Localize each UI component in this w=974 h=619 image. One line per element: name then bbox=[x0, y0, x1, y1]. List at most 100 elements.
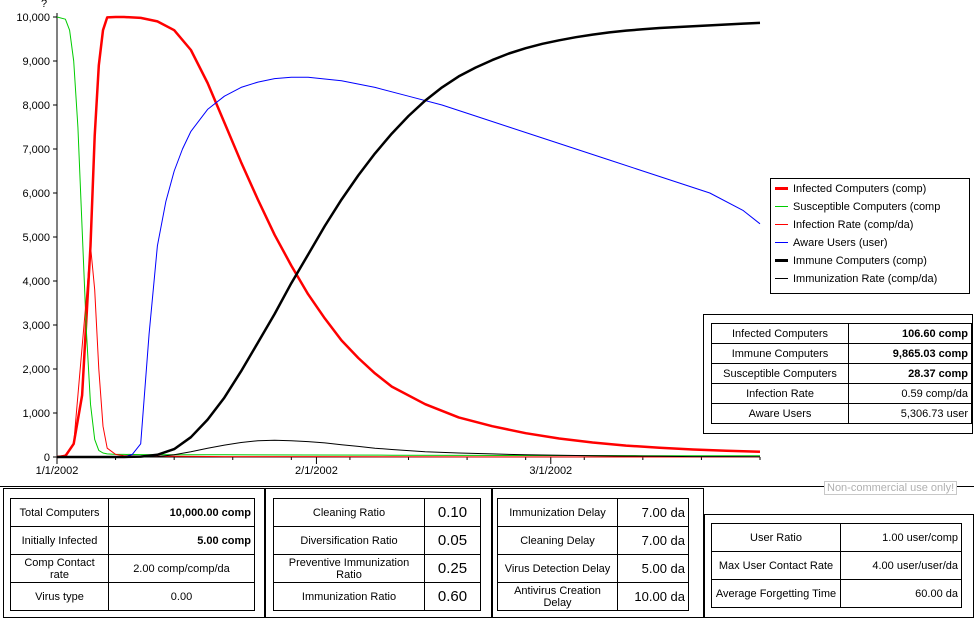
param-value: 0.60 bbox=[424, 582, 481, 611]
legend-label: Infection Rate (comp/da) bbox=[793, 218, 914, 231]
param-value: 0.59 comp/da bbox=[848, 383, 972, 404]
param-row: Cleaning Ratio 0.10 bbox=[273, 498, 481, 527]
computer-parameters-panel: Total Computers 10,000.00 comp Initially I… bbox=[3, 488, 265, 618]
legend-swatch bbox=[775, 187, 788, 190]
delay-parameters-panel: Immunization Delay 7.00 da Cleaning Delay 7… bbox=[491, 488, 704, 618]
y-unit-mark: ? bbox=[41, 0, 47, 10]
y-tick-label: 5,000 bbox=[22, 232, 50, 244]
stat-row: Susceptible Computers 28.37 comp bbox=[711, 363, 972, 384]
chart-divider bbox=[0, 486, 974, 487]
legend-label: Immunization Rate (comp/da) bbox=[793, 272, 938, 285]
computer-parameters-table: Total Computers 10,000.00 comp Initially I… bbox=[10, 498, 255, 611]
param-row: Antivirus Creation Delay 10.00 da bbox=[497, 582, 689, 611]
y-tick-label: 1,000 bbox=[22, 408, 50, 420]
y-tick-label: 10,000 bbox=[16, 12, 50, 24]
param-value: 0.25 bbox=[424, 554, 481, 583]
y-tick-label: 8,000 bbox=[22, 100, 50, 112]
y-tick-label: 7,000 bbox=[22, 144, 50, 156]
series-line-5 bbox=[57, 21, 761, 459]
param-label: User Ratio bbox=[711, 523, 841, 552]
param-value: 0.05 bbox=[424, 526, 481, 555]
ratio-parameters-panel: Cleaning Ratio 0.10 Diversification Ratio 0… bbox=[265, 488, 493, 618]
param-row: Immunization Ratio 0.60 bbox=[273, 582, 481, 611]
param-label: Cleaning Delay bbox=[497, 526, 618, 555]
param-row: Max User Contact Rate 4.00 user/user/da bbox=[711, 551, 962, 580]
param-value: 10,000.00 comp bbox=[108, 498, 255, 527]
param-label: Total Computers bbox=[10, 498, 109, 527]
param-value: 7.00 da bbox=[617, 526, 689, 555]
legend-label: Aware Users (user) bbox=[793, 236, 888, 249]
param-label: Immunization Delay bbox=[497, 498, 618, 527]
legend-entry: Immune Computers (comp) bbox=[771, 252, 969, 269]
y-tick-label: 6,000 bbox=[22, 188, 50, 200]
param-label: Virus Detection Delay bbox=[497, 554, 618, 583]
legend-swatch bbox=[775, 206, 788, 207]
param-value: 5,306.73 user bbox=[848, 403, 972, 424]
param-row: Preventive Immunization Ratio 0.25 bbox=[273, 554, 481, 583]
user-parameters-table: User Ratio 1.00 user/comp Max User Contact… bbox=[711, 523, 962, 608]
ratio-parameters-table: Cleaning Ratio 0.10 Diversification Ratio 0… bbox=[273, 498, 481, 611]
y-tick-label: 4,000 bbox=[22, 276, 50, 288]
param-label: Immunization Ratio bbox=[273, 582, 425, 611]
series-line-1 bbox=[56, 15, 761, 459]
legend-swatch bbox=[775, 259, 788, 262]
param-label: Initially Infected bbox=[10, 526, 109, 555]
legend-label: Immune Computers (comp) bbox=[793, 254, 927, 267]
param-value: 5.00 comp bbox=[108, 526, 255, 555]
param-value: 9,865.03 comp bbox=[848, 343, 972, 364]
watermark-label: Non-commercial use only! bbox=[824, 481, 958, 495]
simulation-chart: ? 0 1,000 2,000 3,000 4,000 5,000 6,000 7,000 8,0… bbox=[16, 0, 761, 477]
param-label: Comp Contact rate bbox=[10, 554, 109, 583]
param-value: 4.00 user/user/da bbox=[840, 551, 962, 580]
param-label: Infection Rate bbox=[711, 383, 849, 404]
param-row: Comp Contact rate 2.00 comp/comp/da bbox=[10, 554, 255, 583]
param-value: 0.10 bbox=[424, 498, 481, 527]
stat-row: Infection Rate 0.59 comp/da bbox=[711, 383, 972, 404]
y-tick-label: 0 bbox=[44, 452, 50, 464]
legend-label: Susceptible Computers (comp bbox=[793, 200, 941, 213]
param-row: Average Forgetting Time 60.00 da bbox=[711, 579, 962, 608]
chart-series-layer bbox=[56, 15, 761, 459]
param-label: Average Forgetting Time bbox=[711, 579, 841, 608]
legend-swatch bbox=[775, 278, 788, 279]
param-row: Virus type 0.00 bbox=[10, 582, 255, 611]
param-label: Immune Computers bbox=[711, 343, 849, 364]
param-label: Antivirus Creation Delay bbox=[497, 582, 618, 611]
y-tick-label: 9,000 bbox=[22, 56, 50, 68]
legend-swatch bbox=[775, 224, 788, 225]
param-row: Immunization Delay 7.00 da bbox=[497, 498, 689, 527]
current-values-panel: Infected Computers 106.60 comp Immune Comp… bbox=[703, 314, 973, 434]
legend-entry: Infected Computers (comp) bbox=[771, 180, 969, 197]
stat-row: Immune Computers 9,865.03 comp bbox=[711, 343, 972, 364]
current-values-table: Infected Computers 106.60 comp Immune Comp… bbox=[711, 323, 972, 424]
series-line-2 bbox=[56, 16, 761, 457]
param-value: 60.00 da bbox=[840, 579, 962, 608]
x-tick-label: 2/1/2002 bbox=[295, 465, 338, 477]
param-value: 106.60 comp bbox=[848, 323, 972, 344]
legend-entry: Susceptible Computers (comp bbox=[771, 198, 969, 215]
param-row: Virus Detection Delay 5.00 da bbox=[497, 554, 689, 583]
chart-axes: ? 0 1,000 2,000 3,000 4,000 5,000 6,000 7,000 8,0… bbox=[16, 0, 761, 477]
param-value: 28.37 comp bbox=[848, 363, 972, 384]
delay-parameters-table: Immunization Delay 7.00 da Cleaning Delay 7… bbox=[497, 498, 689, 611]
legend-entry: Infection Rate (comp/da) bbox=[771, 216, 969, 233]
param-value: 10.00 da bbox=[617, 582, 689, 611]
param-value: 5.00 da bbox=[617, 554, 689, 583]
param-label: Diversification Ratio bbox=[273, 526, 425, 555]
series-line-3 bbox=[56, 245, 760, 458]
legend-entry: Immunization Rate (comp/da) bbox=[771, 270, 969, 287]
y-tick-label: 3,000 bbox=[22, 320, 50, 332]
param-label: Virus type bbox=[10, 582, 109, 611]
param-row: Total Computers 10,000.00 comp bbox=[10, 498, 255, 527]
stat-row: Aware Users 5,306.73 user bbox=[711, 403, 972, 424]
legend-label: Infected Computers (comp) bbox=[793, 182, 927, 195]
param-row: Cleaning Delay 7.00 da bbox=[497, 526, 689, 555]
x-tick-label: 1/1/2002 bbox=[36, 465, 79, 477]
stat-row: Infected Computers 106.60 comp bbox=[711, 323, 972, 344]
param-row: User Ratio 1.00 user/comp bbox=[711, 523, 962, 552]
x-tick-label: 3/1/2002 bbox=[529, 465, 572, 477]
series-line-6 bbox=[57, 439, 761, 458]
chart-legend: Infected Computers (comp) Susceptible Com… bbox=[770, 178, 970, 294]
y-tick-label: 2,000 bbox=[22, 364, 50, 376]
param-label: Susceptible Computers bbox=[711, 363, 849, 384]
